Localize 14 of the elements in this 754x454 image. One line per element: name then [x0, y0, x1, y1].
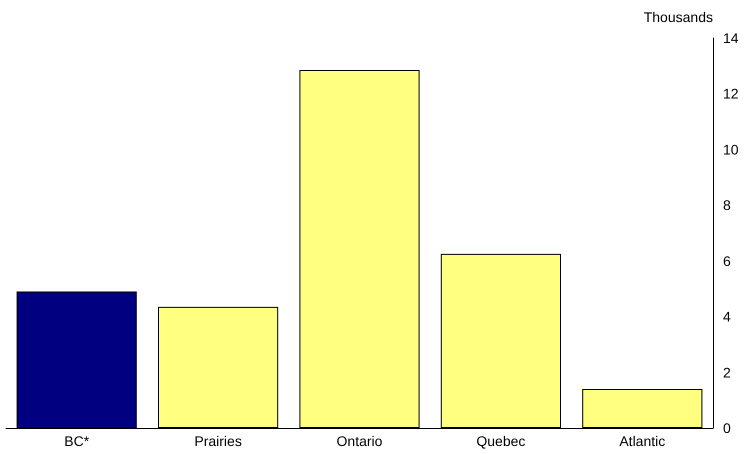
x-tick-label: Atlantic	[619, 433, 666, 449]
y-tick-label: 10	[723, 141, 739, 158]
y-tick-label: 6	[723, 252, 731, 269]
x-tick-label: BC*	[64, 433, 90, 449]
y-tick-label: 2	[723, 364, 731, 380]
y-axis-title: Thousands	[644, 9, 713, 25]
x-tick-label: Quebec	[476, 433, 526, 449]
y-tick-label: 14	[723, 30, 739, 46]
y-tick-label: 0	[723, 420, 731, 436]
x-tick-label: Prairies	[194, 433, 242, 449]
x-tick-label: Ontario	[336, 433, 383, 449]
y-tick-label: 4	[723, 308, 731, 325]
y-tick-label: 12	[723, 86, 739, 102]
y-tick-label: 8	[723, 197, 731, 214]
